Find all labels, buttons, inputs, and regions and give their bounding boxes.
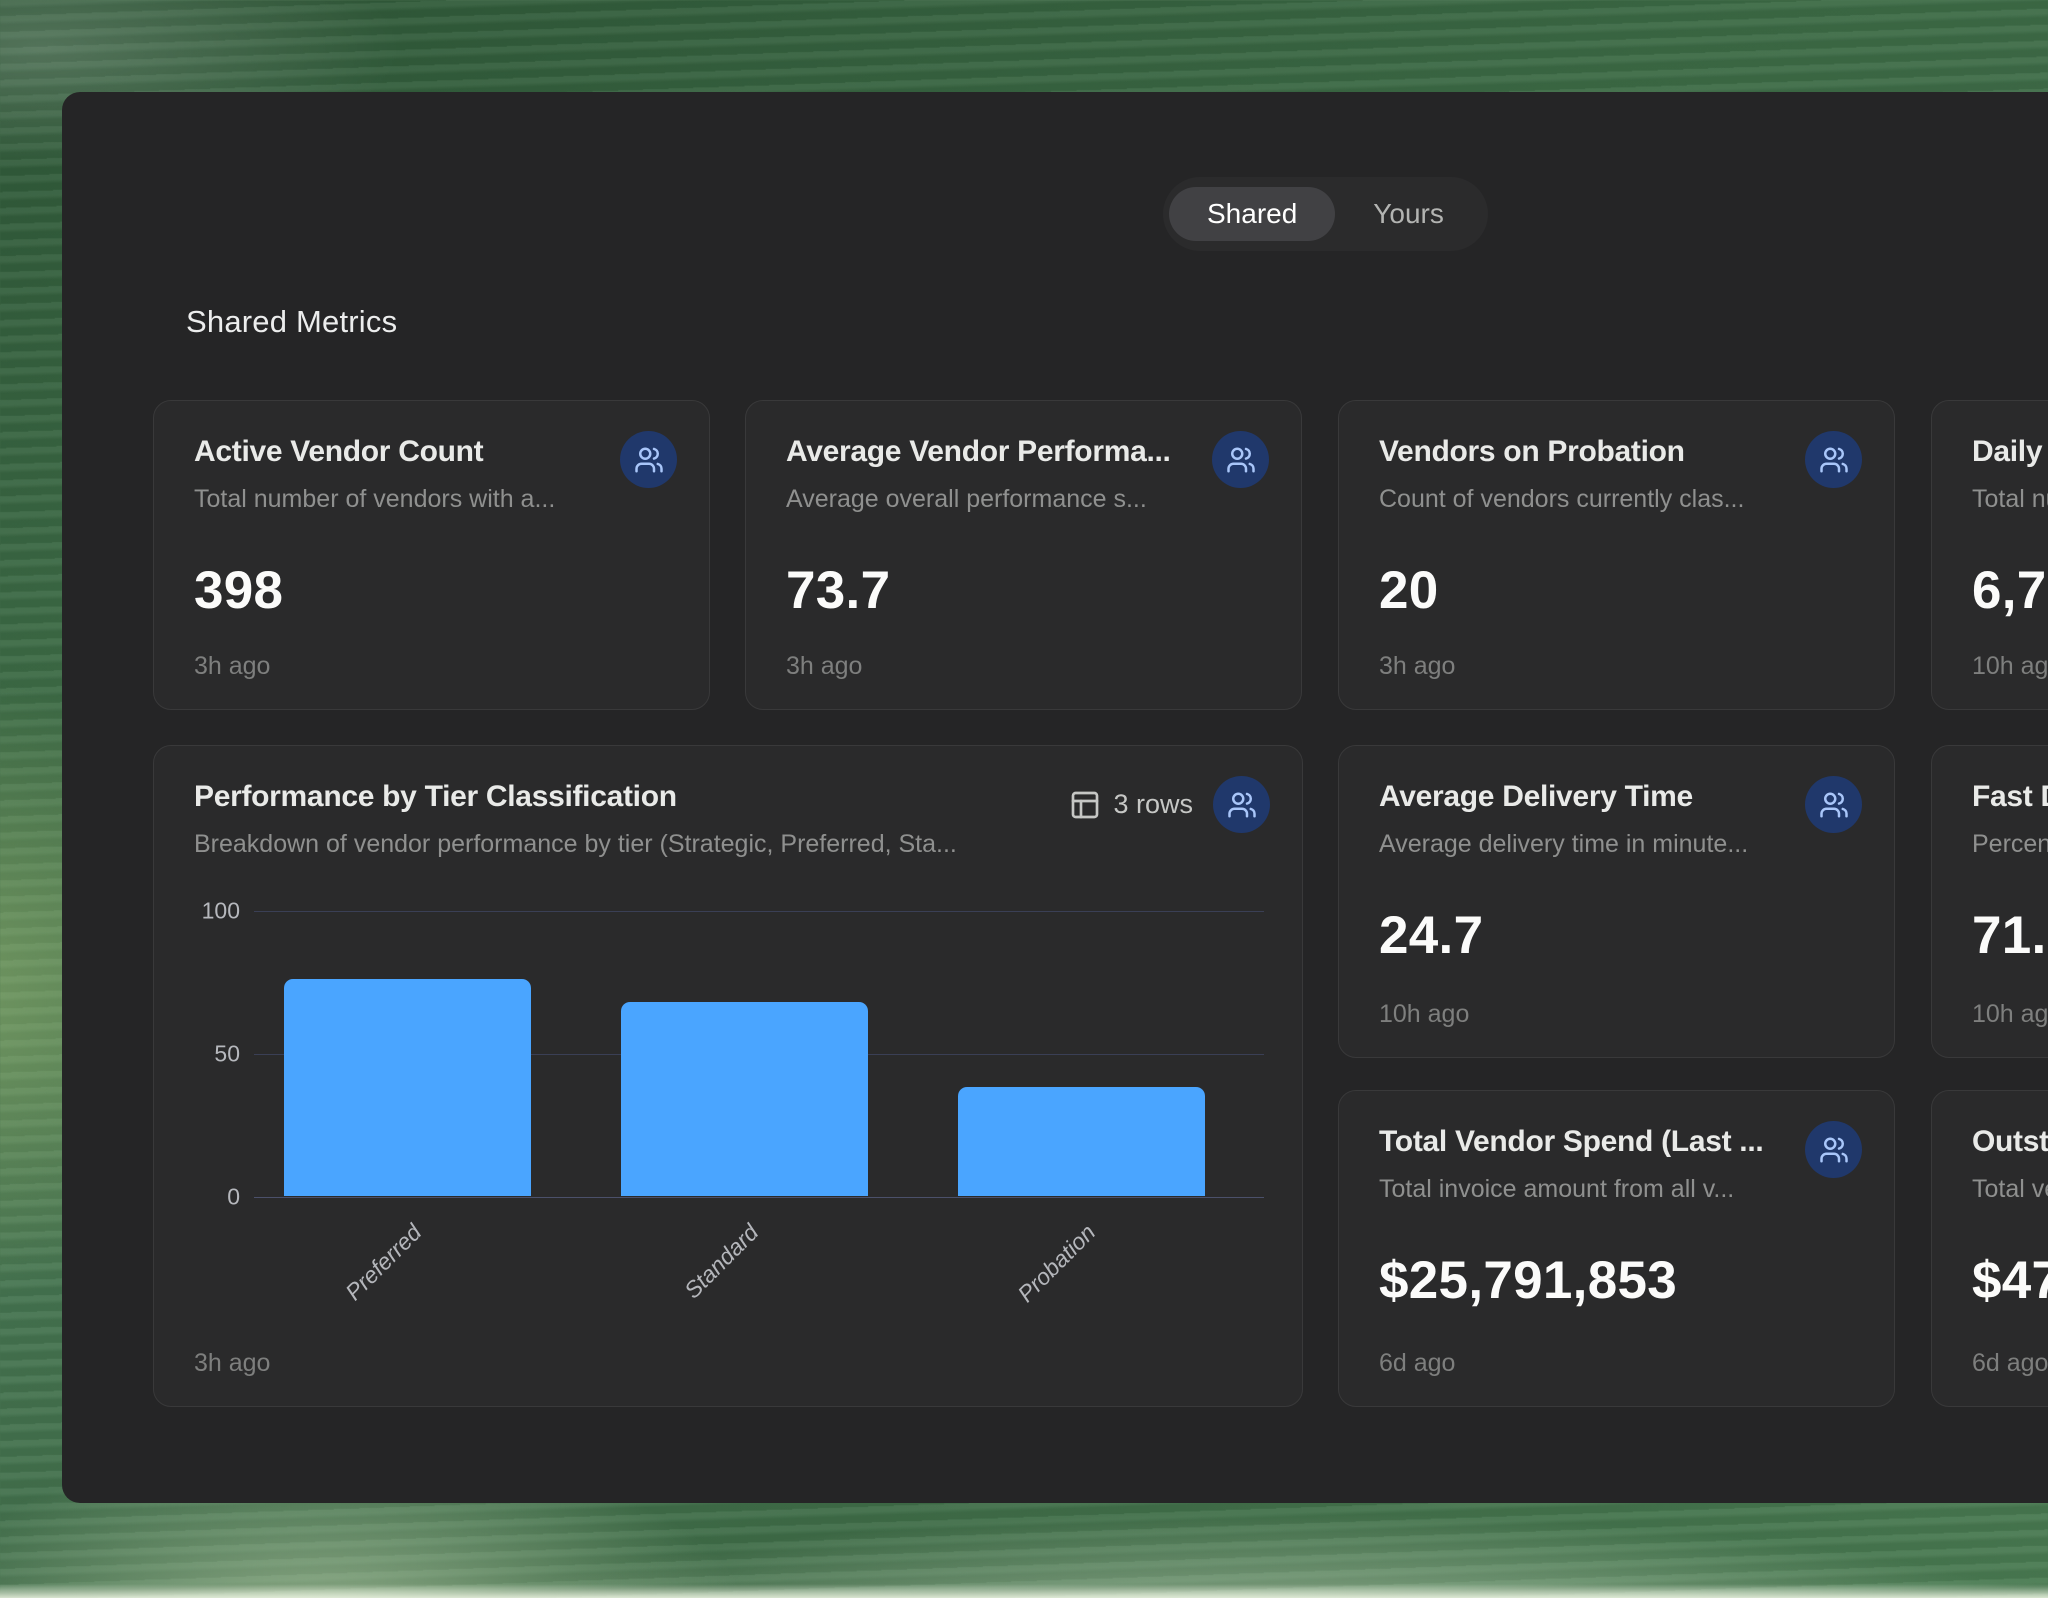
card-updated: 3h ago [786,652,863,680]
metric-card-active-vendor-count[interactable]: Active Vendor Count Total number of vend… [153,400,710,710]
card-updated: 6d ago [1972,1349,2048,1377]
card-value: 24.7 [1379,906,1484,965]
shared-users-badge [1213,776,1270,833]
wallpaper-bottom-sheen [0,1584,2048,1598]
card-updated: 3h ago [1379,652,1456,680]
card-description: Total ven [1972,1175,2048,1203]
card-title: Average Vendor Performa... [786,435,1171,468]
y-tick-label: 100 [201,897,240,924]
bar-chart-plot: 100 50 0 Preferred Standard Probation [194,898,1264,1307]
card-title: Average Delivery Time [1379,780,1693,813]
card-updated: 10h ago [1379,1000,1470,1028]
metric-card-daily-clipped[interactable]: Daily Ord Total num 6,700 10h ago [1931,400,2048,710]
card-value: $25,791,853 [1379,1251,1678,1310]
card-description: Average delivery time in minute... [1379,830,1749,858]
dashboard-panel: Shared Yours Shared Metrics Active Vendo… [62,92,2048,1503]
shared-yours-toggle: Shared Yours [1163,177,1488,251]
chart-bar-probation[interactable] [958,1087,1205,1196]
metric-card-total-vendor-spend[interactable]: Total Vendor Spend (Last ... Total invoi… [1338,1090,1895,1407]
metric-card-outstanding-clipped[interactable]: Outstand Total ven $47,2 6d ago [1931,1090,2048,1407]
card-updated: 10h ago [1972,1000,2048,1028]
card-description: Total invoice amount from all v... [1379,1175,1735,1203]
users-icon [1819,447,1848,472]
chart-meta: 3 rows [1069,776,1270,833]
metric-card-vendors-on-probation[interactable]: Vendors on Probation Count of vendors cu… [1338,400,1895,710]
shared-users-badge [1805,431,1862,488]
users-icon [1819,792,1848,817]
card-description: Average overall performance s... [786,485,1147,513]
card-updated: 3h ago [194,1349,271,1377]
section-title: Shared Metrics [186,304,398,339]
chart-card-performance-by-tier[interactable]: Performance by Tier Classification Break… [153,745,1303,1407]
chart-description: Breakdown of vendor performance by tier … [194,830,957,858]
rows-count-label: 3 rows [1113,789,1193,819]
gridline-y0 [254,1197,1264,1198]
card-description: Percenta [1972,830,2048,858]
metric-card-fast-delivery-clipped[interactable]: Fast Del Percenta 71.9% 10h ago [1931,745,2048,1058]
card-value: 20 [1379,561,1439,620]
card-value: $47,2 [1972,1251,2048,1310]
card-value: 71.9% [1972,906,2048,965]
card-description: Total number of vendors with a... [194,485,556,513]
users-icon [1227,792,1256,817]
y-tick-label: 50 [214,1040,240,1067]
table-icon [1072,791,1099,818]
shared-users-badge [1212,431,1269,488]
gridline-y100 [254,911,1264,912]
shared-users-badge [1805,776,1862,833]
card-updated: 3h ago [194,652,271,680]
card-updated: 6d ago [1379,1349,1456,1377]
x-axis-label-preferred: Preferred [339,1219,426,1306]
y-tick-label: 0 [227,1183,240,1210]
metric-card-avg-vendor-performance[interactable]: Average Vendor Performa... Average overa… [745,400,1302,710]
card-description: Total num [1972,485,2048,513]
rows-indicator: 3 rows [1069,789,1193,821]
metric-card-avg-delivery-time[interactable]: Average Delivery Time Average delivery t… [1338,745,1895,1058]
chart-bar-preferred[interactable] [284,979,531,1196]
card-description: Count of vendors currently clas... [1379,485,1745,513]
shared-users-badge [1805,1121,1862,1178]
users-icon [1819,1137,1848,1162]
chart-title: Performance by Tier Classification [194,780,677,813]
toggle-option-yours[interactable]: Yours [1373,198,1444,229]
x-axis-label-probation: Probation [1011,1219,1100,1308]
card-value: 6,700 [1972,561,2048,620]
card-title: Outstand [1972,1125,2048,1158]
card-updated: 10h ago [1972,652,2048,680]
users-icon [1226,447,1255,472]
card-title: Vendors on Probation [1379,435,1685,468]
toggle-option-shared[interactable]: Shared [1169,187,1336,241]
chart-bar-standard[interactable] [621,1002,868,1196]
card-title: Active Vendor Count [194,435,484,468]
card-value: 398 [194,561,284,620]
users-icon [634,447,663,472]
card-title: Fast Del [1972,780,2048,813]
x-axis-label-standard: Standard [678,1219,763,1304]
card-value: 73.7 [786,561,891,620]
shared-users-badge [620,431,677,488]
card-title: Daily Ord [1972,435,2048,468]
card-title: Total Vendor Spend (Last ... [1379,1125,1764,1158]
